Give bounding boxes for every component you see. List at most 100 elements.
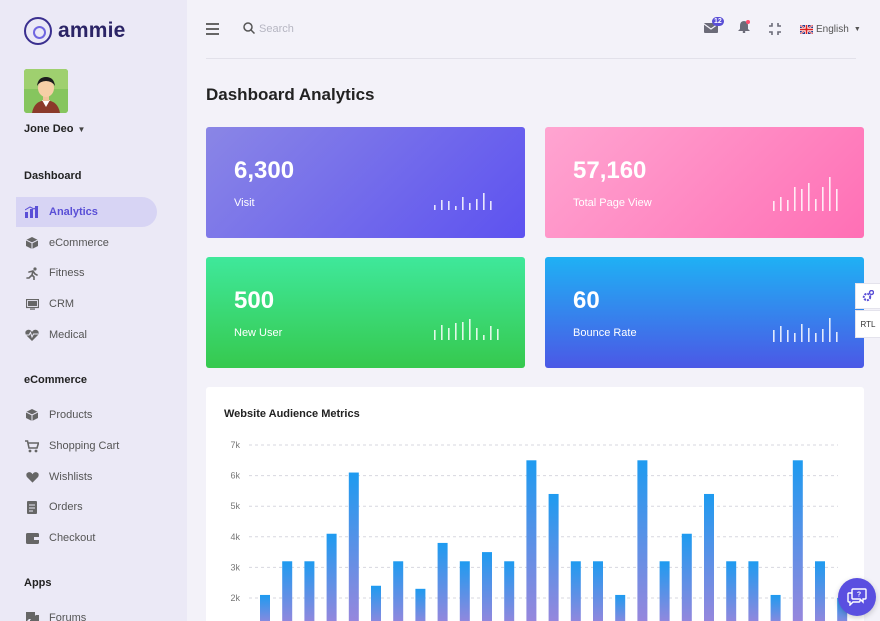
- user-menu[interactable]: Jone Deo ▼: [24, 123, 85, 135]
- cube-icon: [25, 236, 39, 250]
- sparkline-bar: [815, 199, 817, 211]
- chart-bar[interactable]: [348, 472, 359, 621]
- sparkline-bar: [808, 183, 810, 211]
- chart-bar[interactable]: [459, 561, 470, 621]
- language-select[interactable]: English ▼: [800, 24, 861, 35]
- sparkline-icon: [773, 318, 838, 342]
- chart-bar[interactable]: [504, 561, 515, 621]
- sidebar-item-label: Products: [49, 409, 93, 421]
- chevron-down-icon: ▼: [853, 26, 861, 33]
- help-chat-button[interactable]: ?: [838, 578, 876, 616]
- logo-icon: [24, 17, 52, 45]
- sidebar-item-crm[interactable]: CRM: [16, 289, 157, 319]
- sparkline-bar: [815, 333, 817, 342]
- sidebar-item-orders[interactable]: Orders: [16, 492, 157, 522]
- chart-bar[interactable]: [770, 594, 781, 621]
- stat-label: Total Page View: [573, 197, 652, 209]
- chart-bar[interactable]: [815, 561, 825, 621]
- sidebar-item-wishlists[interactable]: Wishlists: [16, 462, 157, 492]
- stat-value: 6,300: [234, 157, 295, 184]
- chart-bar[interactable]: [282, 561, 293, 621]
- sparkline-bar: [829, 318, 831, 342]
- page-title: Dashboard Analytics: [206, 85, 375, 104]
- sparkline-bar: [822, 329, 824, 342]
- mail-button[interactable]: 12: [704, 17, 724, 33]
- rtl-tab[interactable]: RTL: [855, 310, 880, 338]
- rtl-label: RTL: [860, 319, 876, 329]
- chart-bar[interactable]: [748, 561, 759, 621]
- sparkline-bar: [780, 326, 782, 342]
- chart-bar[interactable]: [326, 533, 337, 621]
- menu-toggle-icon[interactable]: [206, 23, 219, 35]
- stat-label: Visit: [234, 197, 255, 209]
- chart-bar[interactable]: [260, 594, 270, 621]
- sidebar-item-checkout[interactable]: Checkout: [16, 523, 157, 553]
- chart-bar[interactable]: [704, 493, 714, 621]
- sparkline-bar: [476, 328, 478, 340]
- sidebar-item-analytics[interactable]: Analytics: [16, 197, 157, 227]
- chart-bar[interactable]: [304, 561, 315, 621]
- notifications-button[interactable]: [738, 20, 750, 33]
- sidebar-item-forums[interactable]: Forums: [16, 603, 157, 621]
- chart-bar[interactable]: [659, 561, 670, 621]
- sidebar-item-label: Fitness: [49, 267, 85, 279]
- topbar: 12 English ▼: [187, 0, 880, 58]
- chart-bar[interactable]: [526, 460, 537, 621]
- y-tick-label: 2k: [230, 593, 240, 603]
- cube-icon: [25, 408, 39, 422]
- uk-flag-icon: [800, 25, 813, 34]
- search-icon[interactable]: [243, 22, 255, 34]
- sidebar-section-title: Dashboard: [24, 170, 82, 182]
- chart-bar[interactable]: [437, 542, 448, 621]
- chart-bar[interactable]: [548, 493, 559, 621]
- sidebar-item-ecommerce[interactable]: eCommerce: [16, 228, 157, 258]
- chart-bar[interactable]: [637, 460, 648, 621]
- sidebar-item-products[interactable]: Products: [16, 400, 157, 430]
- sidebar-item-label: Shopping Cart: [49, 440, 120, 452]
- y-tick-label: 3k: [230, 562, 240, 572]
- sparkline-bar: [836, 189, 838, 211]
- fullscreen-button[interactable]: [769, 23, 781, 35]
- avatar[interactable]: [24, 69, 68, 113]
- audience-metrics-panel: Website Audience Metrics 2k 3k 4k 5k 6k 7k: [206, 387, 864, 621]
- chat-help-icon: ?: [847, 588, 867, 606]
- chart-bar[interactable]: [615, 594, 626, 621]
- chart-bar[interactable]: [371, 585, 381, 621]
- sidebar-item-label: Wishlists: [49, 471, 93, 483]
- sidebar-item-fitness[interactable]: Fitness: [16, 258, 157, 288]
- stat-label: New User: [234, 327, 283, 339]
- chart-bar[interactable]: [482, 552, 492, 621]
- sparkline-bar: [483, 193, 485, 210]
- sparkline-bar: [434, 205, 436, 210]
- chart-bar[interactable]: [593, 561, 603, 621]
- chart-bar[interactable]: [726, 561, 737, 621]
- sidebar-section-title: Apps: [24, 577, 52, 589]
- chevron-down-icon: ▼: [77, 124, 86, 134]
- sparkline-bar: [441, 200, 443, 210]
- sparkline-bar: [490, 326, 492, 340]
- settings-tab[interactable]: [855, 283, 880, 309]
- sparkline-bar: [773, 330, 775, 342]
- sidebar-item-label: Forums: [49, 612, 87, 621]
- sidebar-item-label: Medical: [49, 329, 87, 341]
- sparkline-bar: [455, 206, 457, 210]
- chart-bar[interactable]: [681, 533, 692, 621]
- sparkline-bar: [801, 324, 803, 342]
- heartbeat-icon: [25, 328, 39, 342]
- sparkline-bar: [787, 200, 789, 211]
- brand-logo[interactable]: ammie: [24, 17, 126, 45]
- stat-value: 500: [234, 287, 275, 314]
- sparkline-icon: [434, 319, 499, 340]
- chart-bar[interactable]: [792, 460, 803, 621]
- chart-bar[interactable]: [393, 561, 404, 621]
- chart-bar[interactable]: [415, 588, 426, 621]
- search-input[interactable]: [259, 19, 419, 39]
- sparkline-bar: [448, 328, 450, 340]
- mail-badge: 12: [712, 17, 724, 26]
- sidebar-item-medical[interactable]: Medical: [16, 320, 157, 350]
- sparkline-bar: [787, 330, 789, 342]
- chart-bar[interactable]: [570, 561, 581, 621]
- sidebar-item-shopping-cart[interactable]: Shopping Cart: [16, 431, 157, 461]
- fullscreen-icon: [769, 23, 781, 35]
- sparkline-bar: [434, 330, 436, 340]
